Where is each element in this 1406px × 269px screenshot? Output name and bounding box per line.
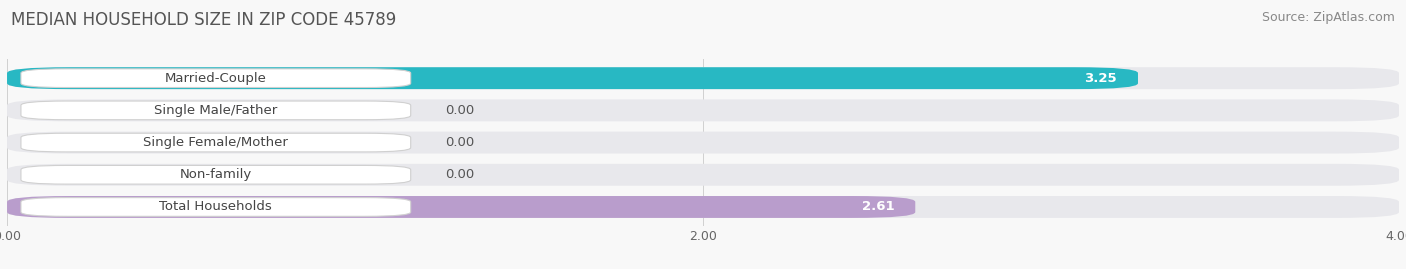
FancyBboxPatch shape bbox=[7, 196, 1399, 218]
FancyBboxPatch shape bbox=[7, 67, 1399, 89]
Text: 0.00: 0.00 bbox=[446, 168, 475, 181]
FancyBboxPatch shape bbox=[21, 133, 411, 152]
Text: 2.61: 2.61 bbox=[862, 200, 894, 214]
FancyBboxPatch shape bbox=[7, 132, 1399, 154]
FancyBboxPatch shape bbox=[21, 101, 411, 120]
FancyBboxPatch shape bbox=[7, 164, 1399, 186]
FancyBboxPatch shape bbox=[7, 100, 1399, 121]
FancyBboxPatch shape bbox=[21, 69, 411, 87]
FancyBboxPatch shape bbox=[7, 196, 915, 218]
FancyBboxPatch shape bbox=[7, 67, 1137, 89]
Text: 3.25: 3.25 bbox=[1084, 72, 1118, 85]
Text: Total Households: Total Households bbox=[159, 200, 273, 214]
Text: 0.00: 0.00 bbox=[446, 104, 475, 117]
Text: Single Female/Mother: Single Female/Mother bbox=[143, 136, 288, 149]
Text: Source: ZipAtlas.com: Source: ZipAtlas.com bbox=[1261, 11, 1395, 24]
FancyBboxPatch shape bbox=[21, 198, 411, 216]
Text: Non-family: Non-family bbox=[180, 168, 252, 181]
Text: Single Male/Father: Single Male/Father bbox=[155, 104, 277, 117]
Text: 0.00: 0.00 bbox=[446, 136, 475, 149]
Text: Married-Couple: Married-Couple bbox=[165, 72, 267, 85]
FancyBboxPatch shape bbox=[21, 165, 411, 184]
Text: MEDIAN HOUSEHOLD SIZE IN ZIP CODE 45789: MEDIAN HOUSEHOLD SIZE IN ZIP CODE 45789 bbox=[11, 11, 396, 29]
